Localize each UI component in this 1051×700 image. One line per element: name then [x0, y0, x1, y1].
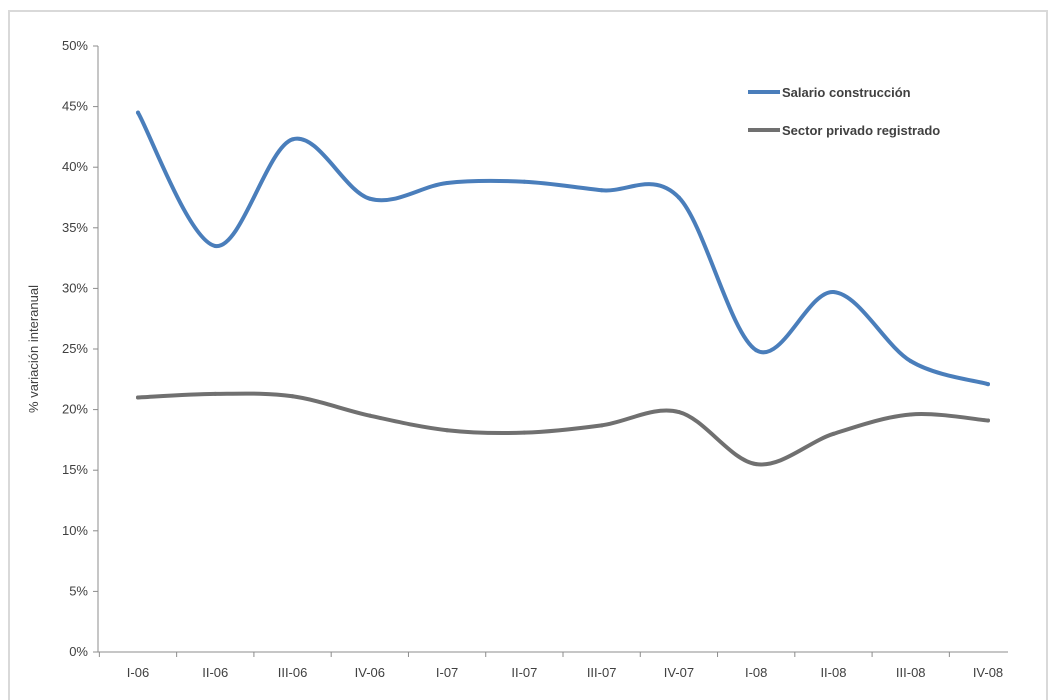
- data-point-series-1: [522, 179, 527, 184]
- y-tick-label: 0%: [69, 644, 88, 659]
- legend-label-1: Salario construcción: [782, 85, 911, 100]
- data-point-series-1: [676, 195, 681, 200]
- y-tick-label: 10%: [62, 523, 88, 538]
- data-point-series-1: [986, 382, 990, 387]
- y-tick-label: 40%: [62, 159, 88, 174]
- data-point-series-2: [676, 410, 681, 415]
- x-tick-label: II-06: [202, 665, 228, 680]
- legend-label-2: Sector privado registrado: [782, 123, 940, 138]
- x-tick-label: I-08: [745, 665, 767, 680]
- data-point-series-2: [290, 394, 295, 399]
- x-tick-label: I-06: [127, 665, 149, 680]
- data-point-series-2: [599, 423, 604, 428]
- data-point-series-2: [908, 412, 913, 417]
- legend: Salario construcción Sector privado regis…: [748, 85, 940, 138]
- x-tick-label: I-07: [436, 665, 458, 680]
- x-tick-label: II-07: [511, 665, 537, 680]
- series-group: [136, 110, 990, 467]
- series-line-2: [136, 391, 990, 467]
- y-tick-label: 25%: [62, 341, 88, 356]
- x-tick-label: IV-08: [973, 665, 1003, 680]
- x-tick-label: III-06: [278, 665, 308, 680]
- y-tick-label: 15%: [62, 462, 88, 477]
- data-point-series-2: [831, 431, 836, 436]
- x-tick-label: IV-06: [355, 665, 385, 680]
- data-point-series-2: [754, 462, 759, 467]
- y-tick-label: 5%: [69, 583, 88, 598]
- data-point-series-2: [445, 428, 450, 433]
- data-point-series-1: [290, 137, 295, 142]
- data-point-series-1: [213, 243, 218, 248]
- x-tick-label: III-08: [896, 665, 926, 680]
- data-point-series-2: [213, 391, 218, 396]
- data-point-series-2: [522, 430, 527, 435]
- data-point-series-2: [986, 418, 990, 423]
- data-point-series-1: [908, 359, 913, 364]
- x-tick-label: II-08: [820, 665, 846, 680]
- y-ticks: 0% 5% 10% 15% 20% 25% 30% 35% 40% 45% 50%: [62, 38, 98, 659]
- x-ticks: I-06 II-06 III-06 IV-06 I-07 II-07 III-07 IV-07…: [98, 652, 1003, 680]
- chart-frame: [8, 10, 1048, 700]
- y-tick-label: 35%: [62, 220, 88, 235]
- data-point-series-1: [445, 180, 450, 185]
- data-point-series-1: [599, 188, 604, 193]
- series-line-1: [136, 110, 990, 387]
- data-point-series-1: [831, 290, 836, 295]
- data-point-series-2: [367, 413, 372, 418]
- data-point-series-1: [754, 348, 759, 353]
- data-point-series-1: [136, 110, 140, 115]
- data-point-series-1: [367, 196, 372, 201]
- x-tick-label: IV-07: [664, 665, 694, 680]
- y-axis-title: % variación interanual: [26, 285, 41, 413]
- y-tick-label: 50%: [62, 38, 88, 53]
- x-tick-label: III-07: [587, 665, 617, 680]
- data-point-series-2: [136, 395, 140, 400]
- y-tick-label: 30%: [62, 280, 88, 295]
- y-tick-label: 45%: [62, 99, 88, 114]
- y-tick-label: 20%: [62, 402, 88, 417]
